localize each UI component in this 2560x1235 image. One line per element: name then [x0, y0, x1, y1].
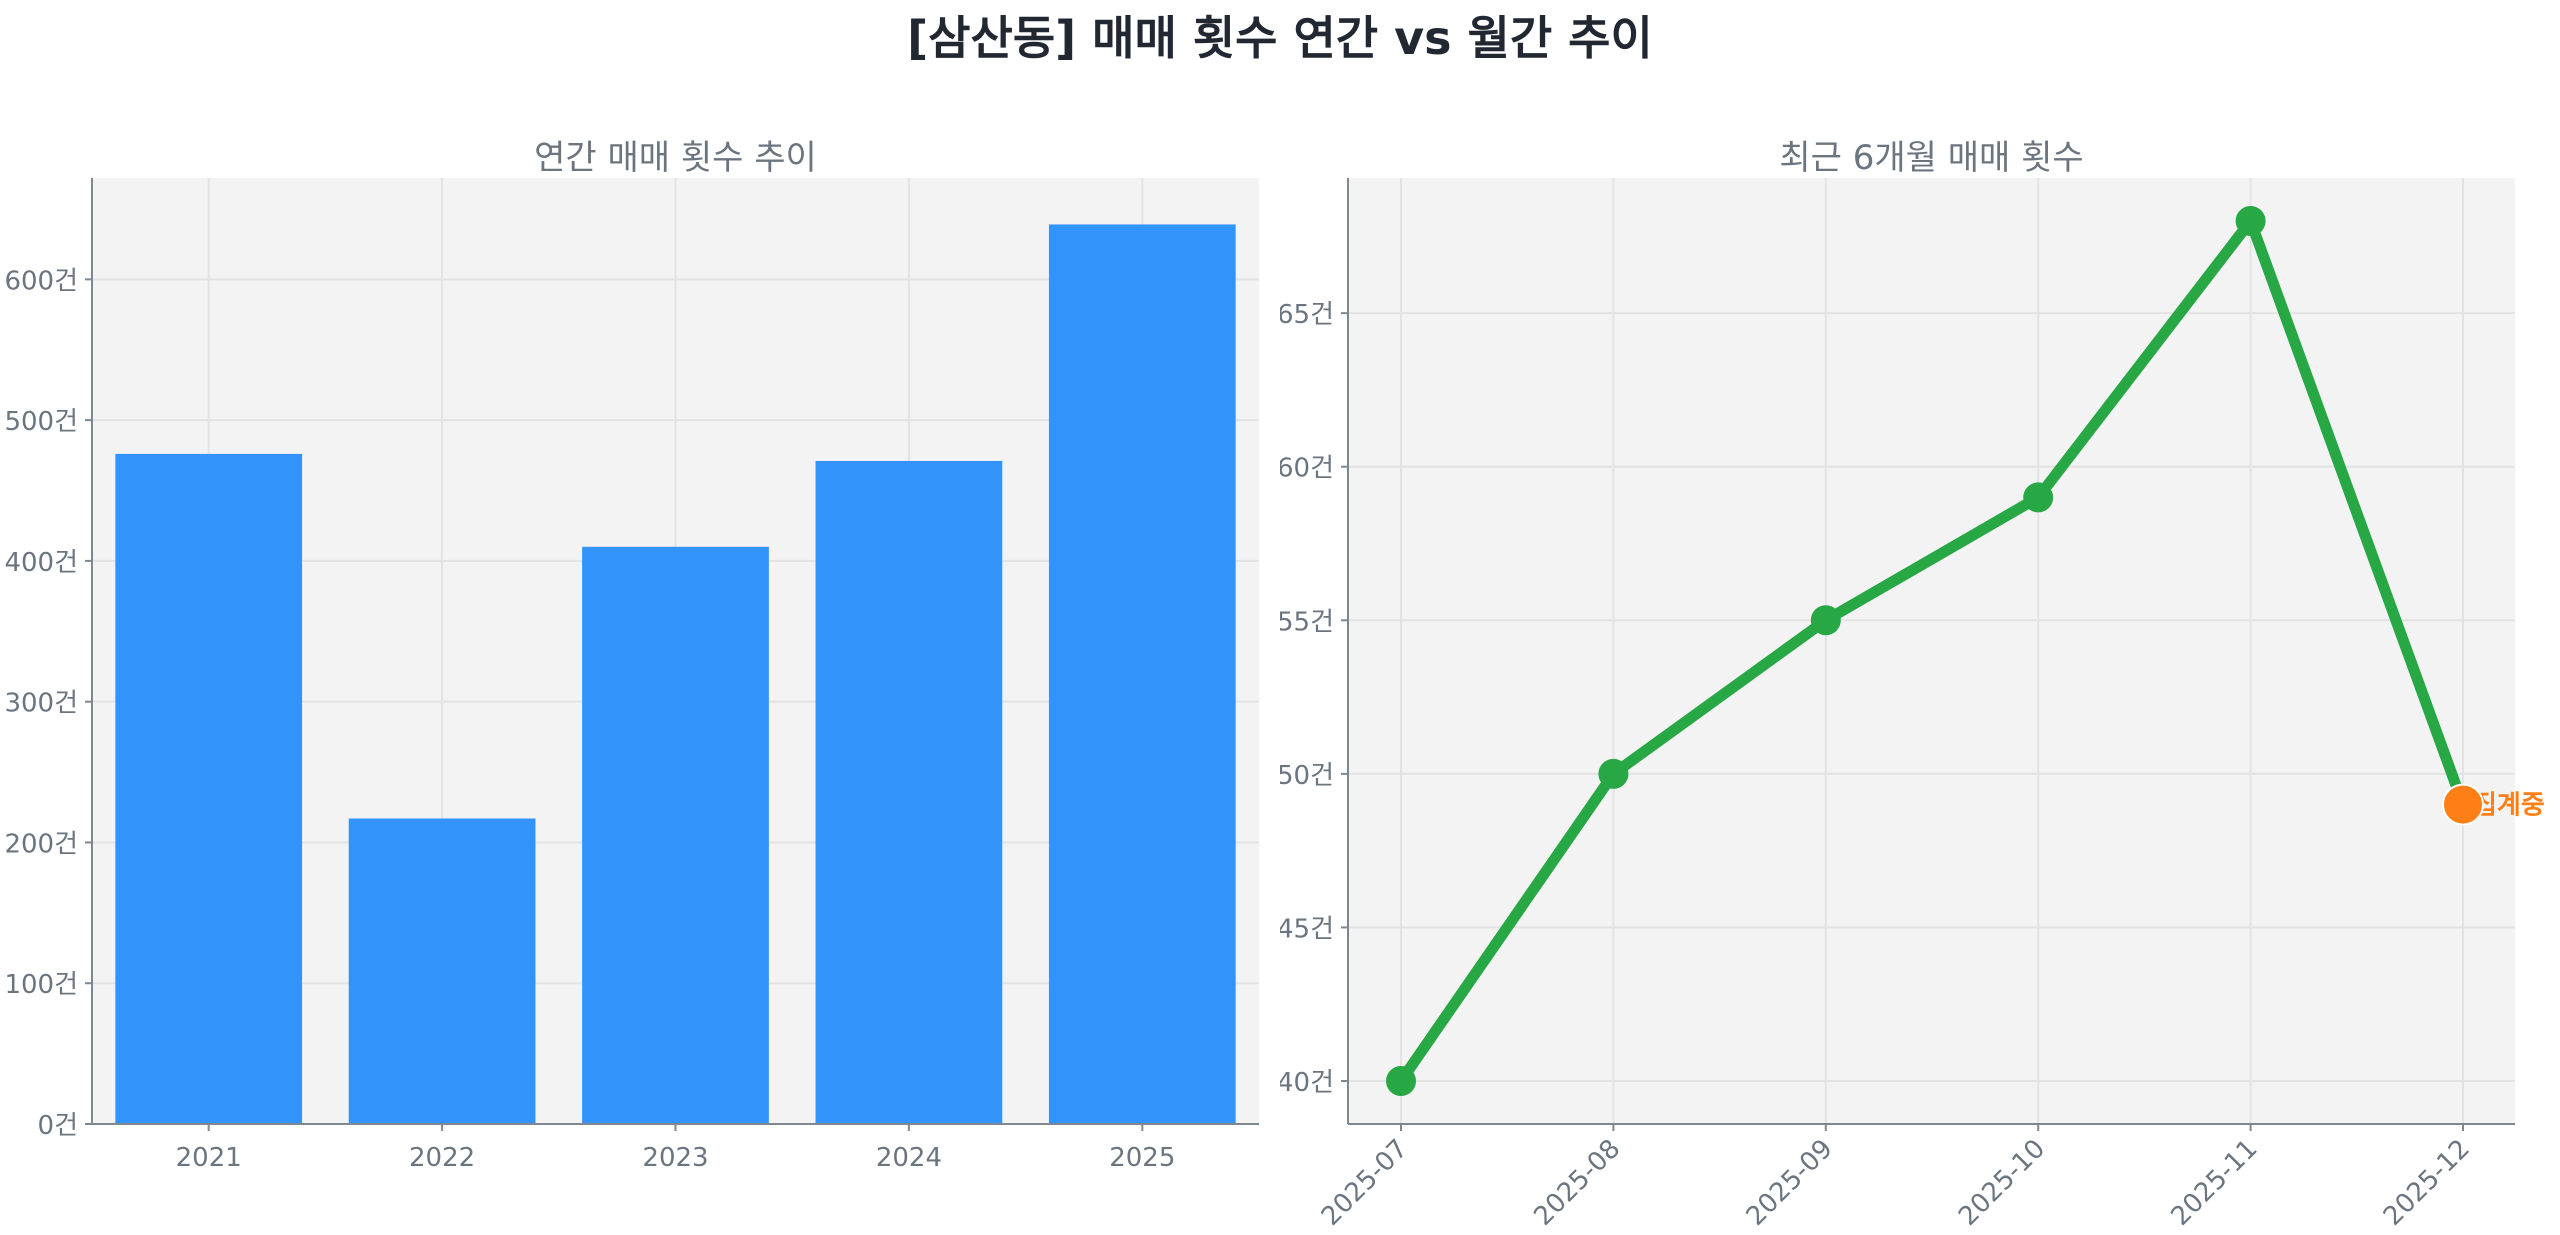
highlight-point-2025-12 — [2442, 783, 2484, 826]
x-tick-label: 2025 — [1109, 1143, 1175, 1173]
y-tick-label: 40건 — [1280, 1068, 1334, 1098]
x-tick-label: 2025-07 — [1316, 1134, 1414, 1232]
x-tick-label: 2025-12 — [2378, 1134, 2476, 1232]
line-chart: 40건 45건 50건 55건 60건 65건 2025-07 2025-08 2025-09 2… — [1280, 178, 2545, 1232]
data-point-2025-08 — [1598, 758, 1629, 789]
data-point-2025-11 — [2235, 206, 2266, 236]
y-tick-label: 400건 — [4, 548, 78, 578]
y-tick-label: 0건 — [38, 1111, 78, 1141]
y-tick-label: 300건 — [4, 689, 78, 719]
bar-2022 — [348, 818, 536, 1124]
data-line — [1396, 215, 2469, 1085]
data-point-2025-09 — [1810, 605, 1841, 636]
x-tick-label: 2022 — [409, 1143, 475, 1173]
y-tick-label: 200건 — [4, 829, 78, 859]
data-point-2025-10 — [2023, 482, 2054, 513]
x-tick-label: 2025-11 — [2166, 1134, 2264, 1232]
y-tick-label: 50건 — [1280, 761, 1334, 791]
y-tick-label: 65건 — [1280, 300, 1334, 330]
x-tick-label: 2021 — [176, 1143, 242, 1173]
line-chart-title: 최근 6개월 매매 횟수 — [1779, 138, 2084, 178]
x-tick-label: 2024 — [876, 1143, 942, 1173]
annotation-label: 집계중 — [2473, 791, 2545, 821]
y-tick-label: 60건 — [1280, 454, 1334, 484]
data-point-2025-07 — [1386, 1066, 1416, 1096]
bar-2024 — [815, 460, 1003, 1125]
figure-title: [삼산동] 매매 횟수 연간 vs 월간 추이 — [907, 11, 1653, 65]
bar-chart: 0건 100건 200건 300건 400건 500건 600건 2021 2022 2023 20… — [4, 178, 1259, 1173]
y-tick-label: 500건 — [4, 407, 78, 437]
x-tick-label: 2025-09 — [1741, 1134, 1839, 1232]
bar-2023 — [582, 546, 769, 1124]
bar-2021 — [115, 453, 303, 1125]
y-tick-label: 55건 — [1280, 607, 1334, 637]
y-tick-label: 45건 — [1280, 914, 1334, 944]
x-tick-label: 2025-10 — [1953, 1134, 2051, 1232]
plot-area — [1348, 178, 2515, 1124]
x-tick-label: 2025-08 — [1528, 1134, 1626, 1232]
x-tick-label: 2023 — [642, 1143, 708, 1173]
bar-2025 — [1048, 224, 1236, 1125]
bar-chart-title: 연간 매매 횟수 추이 — [534, 138, 817, 178]
y-tick-label: 100건 — [4, 970, 78, 1000]
y-tick-label: 600건 — [4, 266, 78, 296]
